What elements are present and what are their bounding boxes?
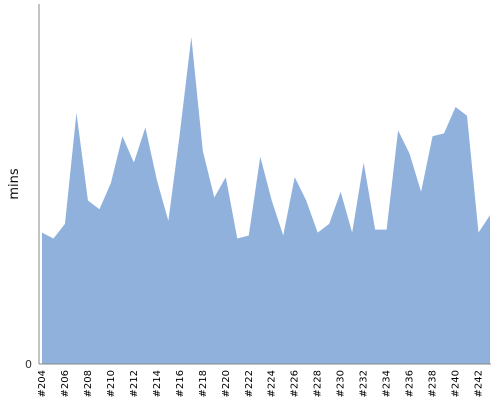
x-tick-labels: #204 #206 #208 #210 #212 #214 #216 #218 #220 #222… — [37, 370, 485, 397]
x-tick-label: #234 — [382, 370, 393, 397]
x-tick-label: #204 — [37, 370, 48, 397]
plot-area — [42, 36, 490, 365]
x-tick-label: #232 — [359, 370, 370, 397]
x-tick-label: #210 — [106, 370, 117, 397]
x-tick-label: #206 — [60, 370, 71, 397]
x-tick-label: #208 — [83, 370, 94, 397]
x-tick-label: #226 — [290, 370, 301, 397]
x-tick-label: #218 — [198, 370, 209, 397]
x-tick-label: #230 — [336, 370, 347, 397]
x-tick-label: #216 — [175, 370, 186, 397]
x-tick-label: #212 — [129, 370, 140, 397]
x-tick-label: #224 — [267, 370, 278, 397]
x-tick-label: #236 — [405, 370, 416, 397]
x-tick-label: #242 — [474, 370, 485, 397]
x-tick-label: #238 — [428, 370, 439, 397]
x-tick-label: #214 — [152, 370, 163, 397]
x-tick-label: #222 — [244, 370, 255, 397]
series-area — [42, 36, 490, 365]
x-tick-label: #240 — [451, 370, 462, 397]
y-tick-label-0: 0 — [25, 358, 32, 371]
y-axis-label: mins — [7, 168, 22, 200]
x-tick-label: #228 — [313, 370, 324, 397]
x-tick-label: #220 — [221, 370, 232, 397]
